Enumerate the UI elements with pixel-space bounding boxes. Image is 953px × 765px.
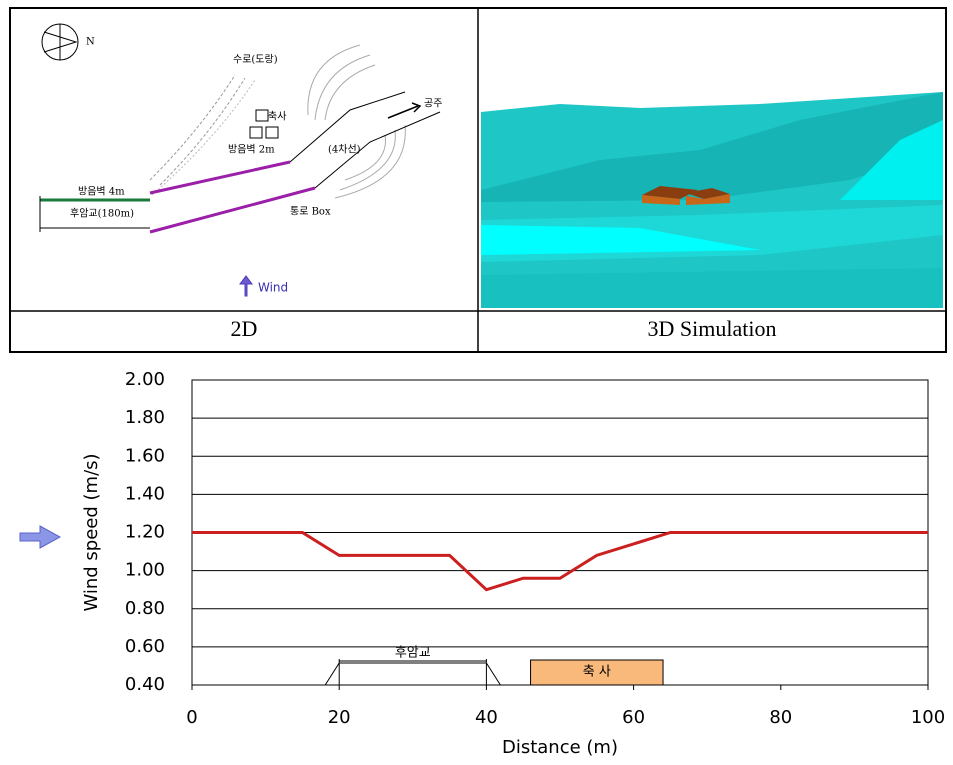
chart: 0.40 0.60 0.80 1.00 1.20 1.40 1.60 1.80 2.00 0 20 4… xyxy=(81,369,945,758)
x-tick-label: 20 xyxy=(328,707,351,728)
x-tick-label: 100 xyxy=(911,707,945,728)
simulation-3d xyxy=(481,12,943,308)
building xyxy=(530,659,664,686)
y-tick-label: 1.80 xyxy=(125,407,165,428)
input-arrow xyxy=(19,525,62,549)
label: 방음벽 4m xyxy=(78,186,125,198)
bridge xyxy=(324,659,501,686)
y-axis-title: Wind speed (m/s) xyxy=(81,453,102,611)
compass-label: N xyxy=(86,37,95,48)
line xyxy=(192,531,928,592)
label: (4차선) xyxy=(328,144,361,156)
x-tick-label: 0 xyxy=(186,707,197,728)
x-tick-label: 80 xyxy=(769,707,792,728)
annotation: 축 사 xyxy=(583,665,611,680)
y-tick-label: 0.40 xyxy=(125,674,165,695)
y-tick-label: 0.60 xyxy=(125,636,165,657)
diagram-2d xyxy=(39,23,441,297)
y-tick-label: 1.00 xyxy=(125,560,165,581)
label: 축사 xyxy=(268,111,286,123)
wind-label: Wind xyxy=(258,281,288,295)
panel-caption: 2D xyxy=(231,316,258,341)
diagram-labels: N 수로(도랑) 축사 방음벽 4m 방음벽 2m (4차선) 공주 후암교(1… xyxy=(70,37,442,295)
panel-caption: 3D Simulation xyxy=(648,316,777,341)
label: 방음벽 2m xyxy=(228,144,275,156)
label: 후암교(180m) xyxy=(70,208,134,220)
x-axis-title: Distance (m) xyxy=(502,737,618,758)
label: 통로 Box xyxy=(290,206,331,218)
x-tick-label: 40 xyxy=(475,707,498,728)
y-tick-label: 1.40 xyxy=(125,483,165,504)
annotation: 후암교 xyxy=(395,646,431,661)
label: 공주 xyxy=(424,98,442,110)
y-tick-label: 0.80 xyxy=(125,598,165,619)
y-tick-label: 2.00 xyxy=(125,369,165,390)
x-tick-label: 60 xyxy=(622,707,645,728)
y-tick-label: 1.20 xyxy=(125,522,165,543)
y-tick-label: 1.60 xyxy=(125,445,165,466)
label: 수로(도랑) xyxy=(233,54,278,66)
